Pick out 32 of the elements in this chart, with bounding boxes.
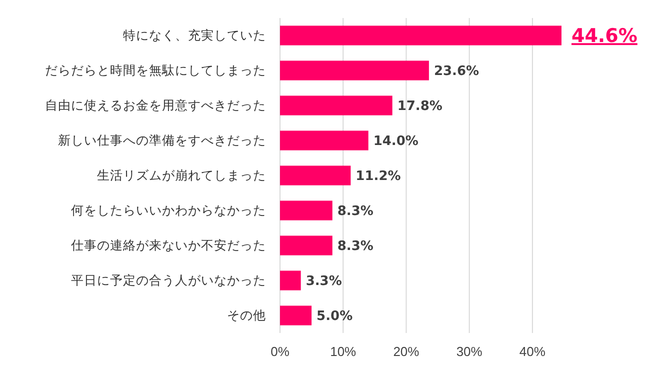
data-label: 8.3% [337,204,374,220]
y-tick-label: 自由に使えるお金を用意すべきだった [45,98,266,112]
y-tick-label: 何をしたらいいかわからなかった [71,204,266,218]
data-label: 17.8% [397,99,442,114]
data-label: 3.3% [306,274,342,290]
y-tick-label: だらだらと時間を無駄にしてしまった [45,64,266,78]
bar [280,130,368,150]
data-label: 44.6% [571,25,638,48]
data-label: 8.3% [337,239,374,254]
data-label: 23.6% [434,64,480,80]
x-tick-label: 10% [330,344,357,360]
y-tick-label: 生活リズムが崩れてしまった [97,168,266,182]
y-tick-label: 特になく、充実していた [123,28,266,42]
bar [280,200,332,220]
y-tick-label: 平日に予定の合う人がいなかった [71,274,266,288]
data-label: 14.0% [373,134,418,150]
bar [280,270,301,290]
y-tick-label: その他 [227,308,266,322]
bar [280,96,392,116]
y-tick-label: 仕事の連絡が来ないか不安だった [70,238,266,252]
data-label: 11.2% [356,169,401,184]
x-tick-label: 30% [456,344,483,360]
data-label: 5.0% [316,309,353,324]
bar [280,306,312,326]
bar [280,236,332,256]
y-tick-label: 新しい仕事への準備をすべきだった [58,134,266,148]
x-tick-label: 0% [270,344,290,360]
x-tick-label: 20% [393,344,420,360]
bar [280,26,562,46]
x-tick-label: 40% [519,344,546,360]
bar [280,166,351,186]
bar [280,60,429,80]
